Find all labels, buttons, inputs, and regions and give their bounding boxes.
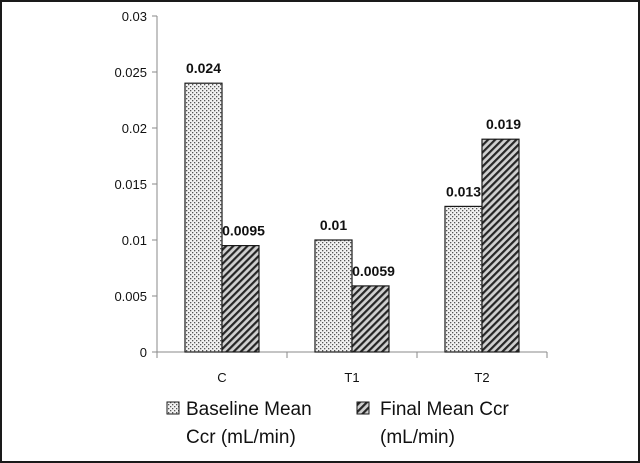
y-tick-label: 0.02 [122, 121, 147, 136]
legend: Baseline Mean Ccr (mL/min) Final Mean Ccr (… [166, 399, 509, 448]
bar-series-1-t1 [314, 239, 353, 353]
bar-series-1-t2 [444, 205, 483, 353]
legend-label-series-1: Baseline Mean [186, 399, 312, 420]
x-category-label: T2 [474, 370, 489, 385]
x-category-label: T1 [344, 370, 359, 385]
x-category-label: C [217, 370, 226, 385]
bar-value-label: 0.024 [186, 60, 221, 76]
legend-label-series-1: Ccr (mL/min) [186, 427, 296, 448]
bars [184, 82, 520, 353]
y-tick-label: 0.01 [122, 233, 147, 248]
y-tick-label: 0.03 [122, 9, 147, 24]
axes: 0 0.005 0.01 0.015 0.02 0.025 0.03 C T1 T2 [114, 9, 548, 385]
bar-series-2-c [221, 245, 260, 353]
bar-series-2-t2 [481, 138, 520, 353]
bar-value-label: 0.013 [446, 183, 481, 199]
y-tick-label: 0 [140, 345, 147, 360]
data-labels: 0.024 0.0095 0.01 0.0059 0.013 0.019 [186, 60, 521, 279]
bar-value-label: 0.019 [486, 116, 521, 132]
legend-label-series-2: Final Mean Ccr [380, 399, 509, 420]
bar-series-1-c [184, 82, 223, 353]
bar-value-label: 0.0095 [222, 223, 265, 239]
legend-label-series-2: (mL/min) [380, 427, 455, 448]
bar-series-2-t1 [351, 285, 390, 353]
legend-swatch-series-1 [166, 401, 180, 415]
bar-value-label: 0.0059 [352, 263, 395, 279]
y-tick-label: 0.015 [114, 177, 147, 192]
y-tick-label: 0.005 [114, 289, 147, 304]
y-tick-label: 0.025 [114, 65, 147, 80]
legend-swatch-series-2 [356, 401, 370, 415]
bar-value-label: 0.01 [320, 217, 347, 233]
